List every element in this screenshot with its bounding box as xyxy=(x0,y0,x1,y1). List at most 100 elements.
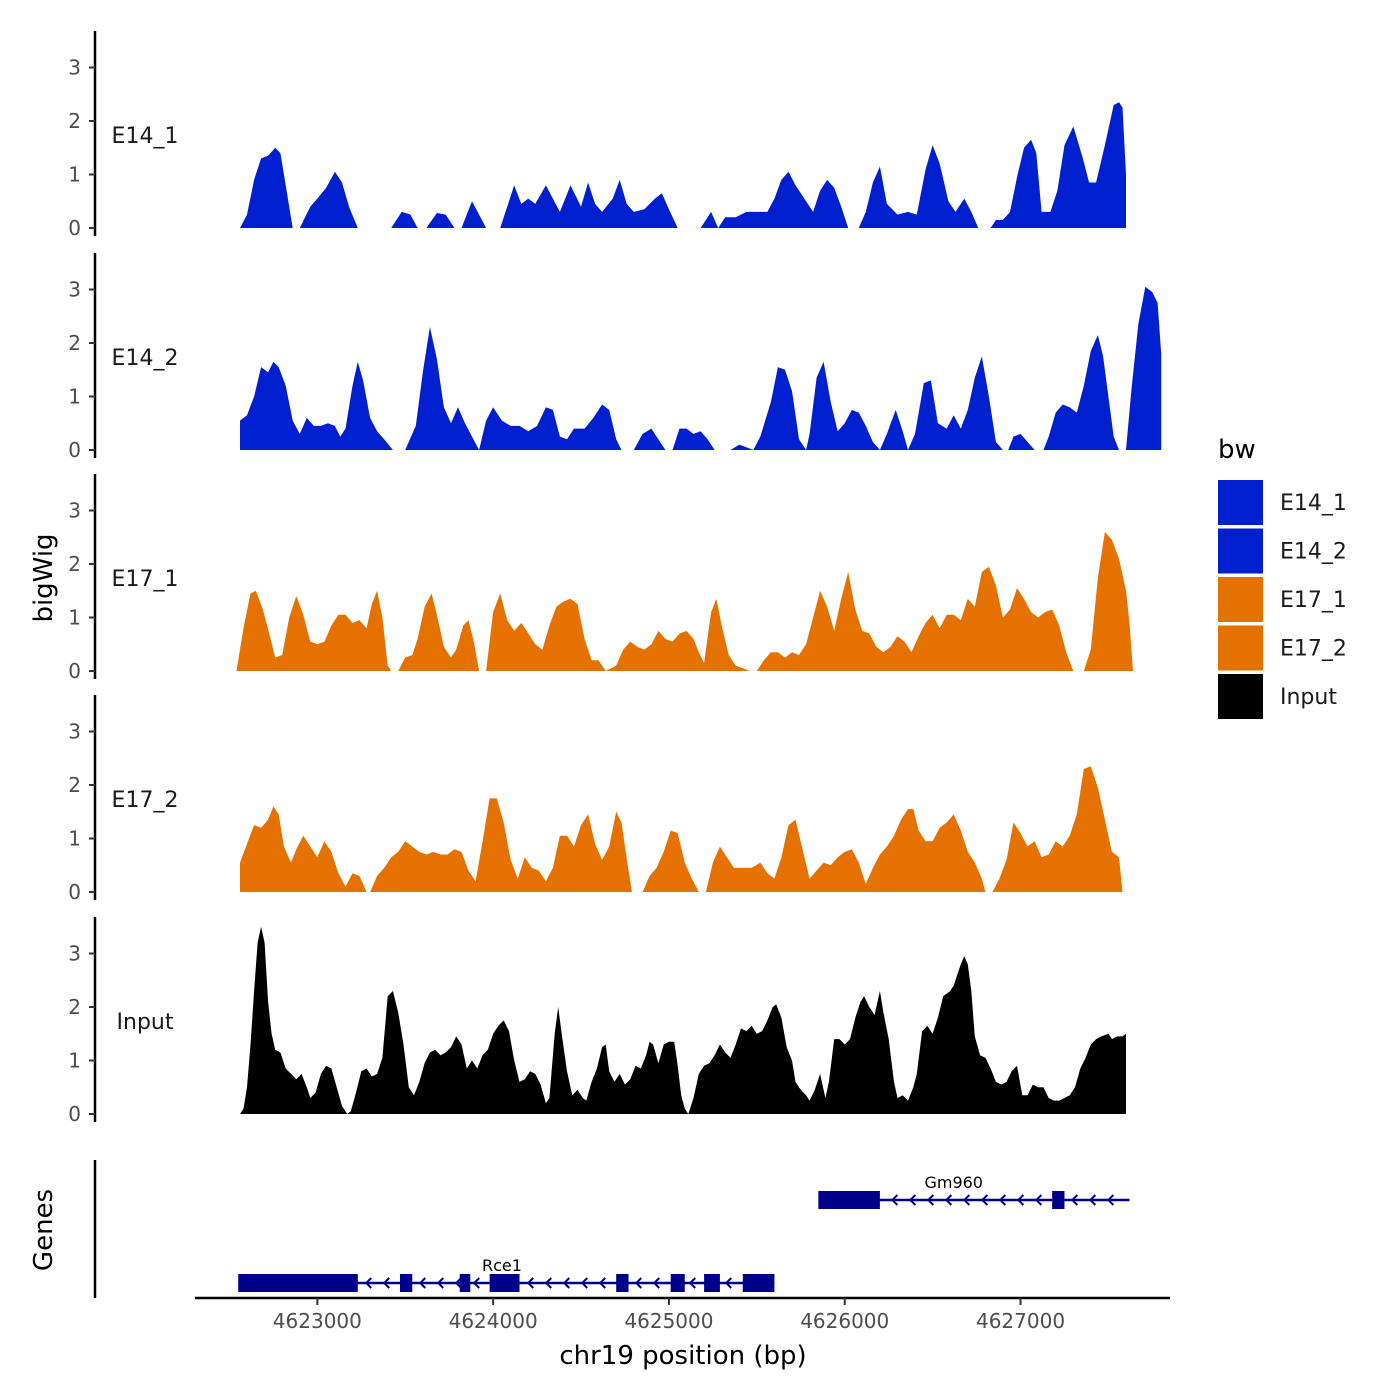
coverage-area-E17_1 xyxy=(236,531,1133,671)
coverage-area-E14_2 xyxy=(240,286,1162,450)
strand-arrow xyxy=(436,1277,444,1289)
y-tick-label: 2 xyxy=(68,552,81,576)
strand-arrow xyxy=(1070,1194,1079,1206)
y-tick-label: 0 xyxy=(68,438,81,462)
strand-arrow xyxy=(944,1194,953,1206)
coverage-area-Input xyxy=(240,926,1126,1114)
strand-arrow xyxy=(526,1277,534,1289)
y-tick-label: 1 xyxy=(68,163,81,187)
legend-label: Input xyxy=(1280,685,1337,710)
strand-arrow xyxy=(598,1277,606,1289)
y-tick-label: 3 xyxy=(68,942,81,966)
strand-arrow xyxy=(980,1194,989,1206)
strand-arrow xyxy=(652,1277,660,1289)
strand-arrow xyxy=(1016,1194,1025,1206)
legend-label: E14_2 xyxy=(1280,540,1347,565)
gene-exon xyxy=(459,1274,471,1292)
gene-exon xyxy=(616,1274,629,1292)
x-tick-label: 4623000 xyxy=(273,1309,362,1333)
gene-Gm960: Gm960 xyxy=(818,1173,1130,1209)
track-label: E17_1 xyxy=(112,567,179,592)
x-tick-label: 4626000 xyxy=(800,1309,889,1333)
legend-label: E17_1 xyxy=(1280,588,1347,613)
legend-key-E14_2 xyxy=(1218,528,1263,574)
track-E14_2: 0 1 2 3 E14_2 xyxy=(68,253,1162,462)
strand-arrow xyxy=(688,1277,696,1289)
gene-label: Rce1 xyxy=(482,1256,522,1275)
x-axis-title: chr19 position (bp) xyxy=(559,1341,806,1371)
gene-exon xyxy=(489,1274,520,1292)
y-tick-label: 3 xyxy=(68,278,81,302)
gene-panel: Gm960 Rce1 xyxy=(93,1160,1130,1298)
track-label: E14_2 xyxy=(112,346,179,371)
y-tick-label: 3 xyxy=(68,720,81,744)
legend-label: E14_1 xyxy=(1280,491,1347,516)
strand-arrow xyxy=(962,1194,971,1206)
legend: bw E14_1 E14_2 E17_1 E17_2 Input xyxy=(1218,435,1347,719)
strand-arrow xyxy=(1106,1194,1115,1206)
legend-key-Input xyxy=(1218,674,1263,719)
strand-arrow xyxy=(998,1194,1007,1206)
y-axis-title: bigWig xyxy=(29,533,59,622)
strand-arrow xyxy=(418,1277,426,1289)
track-E17_1: 0 1 2 3 E17_1 xyxy=(68,474,1133,683)
track-E17_2: 0 1 2 3 E17_2 xyxy=(68,695,1123,904)
x-tick-label: 4624000 xyxy=(449,1309,538,1333)
strand-arrow xyxy=(454,1277,462,1289)
strand-arrow xyxy=(364,1277,372,1289)
y-tick-label: 2 xyxy=(68,109,81,133)
x-tick-label: 4627000 xyxy=(976,1309,1065,1333)
coverage-area-E14_1 xyxy=(240,102,1126,228)
strand-arrow xyxy=(634,1277,642,1289)
y-tick-label: 3 xyxy=(68,499,81,523)
y-tick-label: 3 xyxy=(68,56,81,80)
y-tick-label: 1 xyxy=(68,1049,81,1073)
gene-Rce1: Rce1 xyxy=(238,1256,775,1292)
coverage-area-E17_2 xyxy=(240,766,1123,892)
x-axis: 4623000 4624000 4625000 4626000 4627000 xyxy=(195,1296,1170,1333)
track-Input: 0 1 2 3 Input xyxy=(68,917,1126,1126)
gene-exon xyxy=(238,1274,358,1292)
strand-arrow xyxy=(926,1194,935,1206)
y-tick-label: 0 xyxy=(68,1102,81,1126)
strand-arrow xyxy=(544,1277,552,1289)
strand-arrow xyxy=(908,1194,917,1206)
strand-arrow xyxy=(562,1277,570,1289)
y-tick-label: 2 xyxy=(68,331,81,355)
y-tick-label: 2 xyxy=(68,773,81,797)
track-label: E14_1 xyxy=(112,124,179,149)
x-tick-label: 4625000 xyxy=(624,1309,713,1333)
legend-title: bw xyxy=(1218,435,1256,465)
track-label: Input xyxy=(117,1010,174,1035)
y-tick-label: 0 xyxy=(68,216,81,240)
strand-arrow xyxy=(890,1194,899,1206)
strand-arrow xyxy=(580,1277,588,1289)
legend-label: E17_2 xyxy=(1280,637,1347,662)
gene-exon xyxy=(1052,1191,1065,1209)
gene-exon xyxy=(399,1274,413,1292)
legend-key-E14_1 xyxy=(1218,480,1263,525)
gene-exon xyxy=(818,1191,880,1209)
legend-key-E17_2 xyxy=(1218,625,1263,671)
track-E14_1: 0 1 2 3 E14_1 xyxy=(68,31,1126,240)
y-tick-label: 2 xyxy=(68,995,81,1019)
gene-label: Gm960 xyxy=(924,1173,983,1192)
track-panels: 0 1 2 3 E14_1 0 1 2 3 E14_2 0 1 2 3 E17_1 0 1 2 3 E17_2 0 1 2 3… xyxy=(68,31,1162,1126)
gene-exon xyxy=(704,1274,720,1292)
y-tick-label: 0 xyxy=(68,880,81,904)
strand-arrow xyxy=(382,1277,390,1289)
legend-key-E17_1 xyxy=(1218,577,1263,622)
genes-panel-title: Genes xyxy=(29,1189,59,1271)
y-tick-label: 0 xyxy=(68,659,81,683)
y-tick-label: 1 xyxy=(68,827,81,851)
strand-arrow xyxy=(724,1277,732,1289)
track-label: E17_2 xyxy=(112,788,179,813)
gene-exon xyxy=(742,1274,775,1292)
strand-arrow xyxy=(472,1277,480,1289)
gene-exon xyxy=(670,1274,685,1292)
y-tick-label: 1 xyxy=(68,606,81,630)
strand-arrow xyxy=(1034,1194,1043,1206)
strand-arrow xyxy=(1088,1194,1097,1206)
y-tick-label: 1 xyxy=(68,385,81,409)
